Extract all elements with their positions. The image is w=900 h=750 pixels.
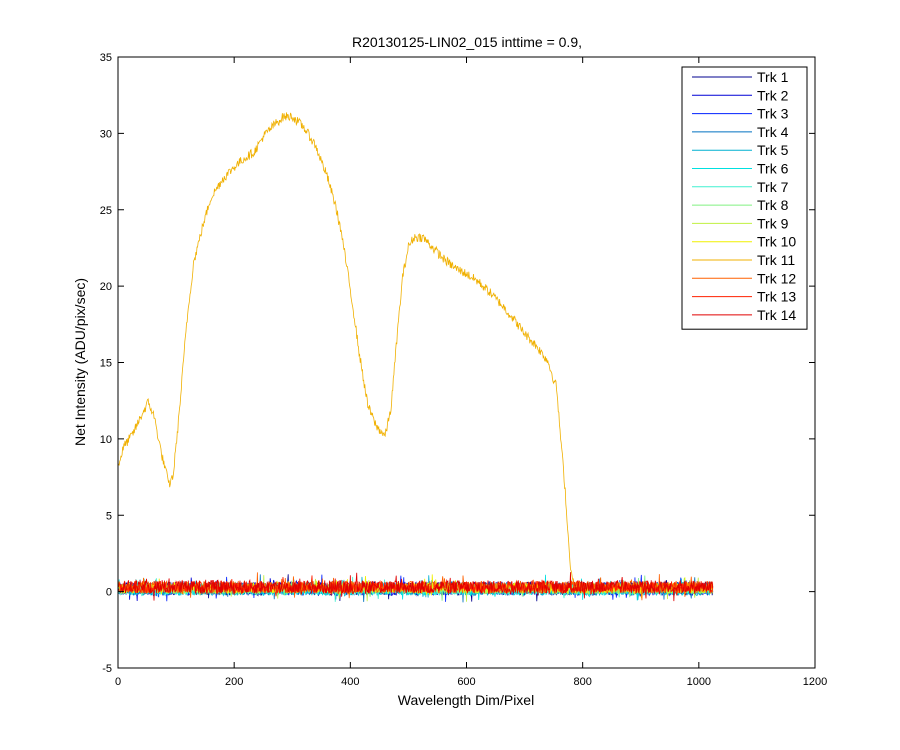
x-tick-label: 200 xyxy=(225,676,243,688)
series-line-trk-14 xyxy=(118,572,714,602)
y-tick-label: 35 xyxy=(100,52,112,64)
legend-entry-label: Trk 9 xyxy=(757,215,789,231)
y-tick-label: 30 xyxy=(100,128,112,140)
legend-entry-label: Trk 13 xyxy=(757,289,796,305)
x-tick-label: 0 xyxy=(115,676,121,688)
legend-entry-label: Trk 11 xyxy=(757,252,795,268)
legend-entry-label: Trk 1 xyxy=(757,69,789,85)
legend-entry-label: Trk 4 xyxy=(757,124,789,140)
legend-entry-label: Trk 10 xyxy=(757,234,796,250)
y-axis-label: Net Intensity (ADU/pix/sec) xyxy=(72,278,88,446)
legend-entry-label: Trk 7 xyxy=(757,179,789,195)
legend-entry-label: Trk 2 xyxy=(757,87,789,103)
y-tick-label: 10 xyxy=(100,434,112,446)
legend-entry-label: Trk 14 xyxy=(757,307,796,323)
legend-entry-label: Trk 8 xyxy=(757,197,789,213)
legend-entry-label: Trk 6 xyxy=(757,161,789,177)
y-tick-label: 25 xyxy=(100,205,112,217)
x-tick-label: 1000 xyxy=(687,676,711,688)
y-tick-label: 5 xyxy=(106,510,112,522)
chart-title: R20130125-LIN02_015 inttime = 0.9, xyxy=(352,34,582,50)
y-tick-label: 20 xyxy=(100,281,112,293)
x-tick-label: 1200 xyxy=(803,676,827,688)
series-layer xyxy=(118,112,714,603)
legend-entry-label: Trk 5 xyxy=(757,142,789,158)
series-line-trk-13 xyxy=(118,575,714,597)
y-tick-label: 0 xyxy=(106,587,112,599)
legend-entry-label: Trk 12 xyxy=(757,270,796,286)
x-tick-label: 400 xyxy=(341,676,359,688)
x-tick-label: 800 xyxy=(573,676,591,688)
y-tick-label: -5 xyxy=(102,663,112,675)
x-axis-label: Wavelength Dim/Pixel xyxy=(398,692,534,708)
legend: Trk 1 Trk 2 Trk 3 Trk 4 Trk 5 Trk 6 Trk 7 Trk 8… xyxy=(681,66,808,330)
x-tick-label: 600 xyxy=(457,676,475,688)
legend-box xyxy=(681,66,808,330)
y-tick-label: 15 xyxy=(100,358,112,370)
legend-entry-label: Trk 3 xyxy=(757,106,789,122)
